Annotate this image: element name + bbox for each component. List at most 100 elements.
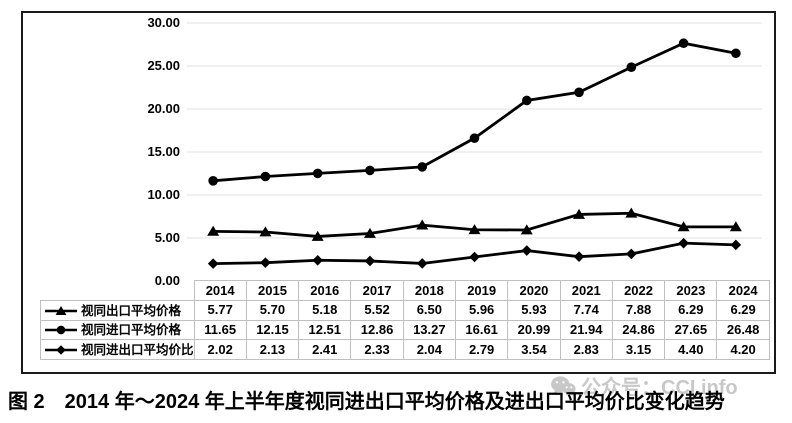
diamond-marker-icon	[730, 239, 742, 251]
value-cell: 5.77	[193, 300, 247, 321]
circle-marker-icon	[417, 162, 428, 172]
value-cell: 6.50	[402, 300, 457, 321]
year-header-cell: 2021	[559, 280, 613, 301]
chart-frame: 0.00 5.00 10.00 15.00 20.00 25.00 30.00 2014 20…	[21, 11, 776, 374]
triangle-marker-icon	[311, 230, 324, 241]
figure-caption: 图 2 2014 年～2024 年上半年度视同进出口平均价格及进出口平均价比变化…	[8, 391, 725, 413]
circle-marker-icon	[469, 133, 480, 143]
triangle-marker-icon	[729, 221, 742, 232]
table-row: 视同进口平均价格 11.65 12.15 12.51 12.86 13.27 16.61 20…	[40, 319, 770, 341]
value-cell: 12.15	[245, 319, 300, 341]
value-cell: 16.61	[454, 319, 509, 341]
year-header-cell: 2019	[454, 280, 509, 301]
series-legend-cell: 视同进出口平均价比	[40, 339, 195, 361]
circle-marker-icon	[312, 168, 323, 179]
year-header-cell: 2017	[350, 280, 404, 301]
series-legend-label: 视同出口平均价格	[81, 303, 182, 318]
data-table: 2014 2015 2016 2017 2018 2019 2020 2021 2022 2023…	[40, 280, 770, 361]
watermark-text: 公众号：CCI.info	[581, 377, 738, 399]
value-cell: 6.29	[716, 300, 770, 321]
value-cell: 3.15	[611, 339, 666, 361]
triangle-marker-icon	[363, 227, 376, 238]
value-cell: 27.65	[664, 319, 718, 341]
diamond-legend-marker-icon	[45, 345, 77, 355]
triangle-marker-icon	[259, 226, 272, 237]
y-axis-label: 30.00	[147, 15, 180, 30]
table-header-row: 2014 2015 2016 2017 2018 2019 2020 2021 2022 2023…	[41, 280, 770, 301]
year-header-cell: 2014	[193, 280, 247, 301]
value-cell: 4.40	[664, 339, 718, 361]
value-cell: 2.04	[402, 339, 457, 361]
value-cell: 7.88	[611, 300, 666, 321]
diamond-marker-icon	[678, 237, 689, 249]
y-axis-label: 15.00	[147, 144, 180, 159]
series-legend-cell: 视同进口平均价格	[40, 319, 195, 341]
value-cell: 2.13	[245, 339, 300, 361]
value-cell: 20.99	[507, 319, 561, 341]
y-axis-label: 5.00	[154, 230, 180, 245]
value-cell: 5.93	[507, 300, 561, 321]
diamond-marker-icon	[312, 254, 323, 266]
value-cell: 2.02	[193, 339, 247, 361]
value-cell: 21.94	[559, 319, 613, 341]
triangle-marker-icon	[416, 219, 429, 230]
year-header-cell: 2020	[507, 280, 561, 301]
year-header-cell: 2018	[402, 280, 457, 301]
y-axis-label: 20.00	[147, 101, 180, 116]
year-header-cell: 2022	[611, 280, 666, 301]
value-cell: 2.41	[298, 339, 352, 361]
y-axis-label: 25.00	[147, 58, 180, 73]
diamond-marker-icon	[573, 251, 585, 262]
value-cell: 7.74	[559, 300, 613, 321]
circle-marker-icon	[208, 176, 218, 186]
circle-marker-icon	[365, 165, 375, 176]
value-cell: 4.20	[716, 339, 770, 361]
value-cell: 13.27	[402, 319, 457, 341]
value-cell: 12.51	[298, 319, 352, 341]
value-cell: 5.70	[245, 300, 300, 321]
diamond-marker-icon	[364, 255, 376, 267]
value-cell: 5.52	[350, 300, 404, 321]
triangle-marker-icon	[207, 225, 220, 236]
value-cell: 12.86	[350, 319, 404, 341]
wechat-icon	[551, 375, 576, 397]
series-legend-label: 视同进口平均价格	[81, 323, 182, 338]
y-axis-label: 10.00	[147, 187, 180, 202]
value-cell: 2.79	[454, 339, 509, 361]
value-cell: 26.48	[716, 319, 770, 341]
triangle-marker-icon	[520, 224, 533, 235]
value-cell: 2.83	[559, 339, 613, 361]
circle-marker-icon	[260, 171, 271, 182]
value-cell: 11.65	[193, 319, 247, 341]
corner-cell	[41, 281, 195, 301]
value-cell: 5.96	[454, 300, 509, 321]
circle-marker-icon	[731, 48, 741, 59]
value-cell: 3.54	[507, 339, 561, 361]
triangle-legend-marker-icon	[45, 305, 77, 315]
diamond-marker-icon	[416, 258, 428, 269]
year-header-cell: 2015	[245, 280, 300, 301]
year-header-cell: 2016	[298, 280, 352, 301]
year-header-cell: 2024	[716, 280, 770, 301]
triangle-marker-icon	[573, 208, 586, 219]
diamond-marker-icon	[260, 257, 271, 268]
diamond-marker-icon	[521, 245, 533, 256]
diamond-marker-icon	[626, 248, 637, 260]
series-legend-cell: 视同出口平均价格	[40, 300, 195, 321]
triangle-marker-icon	[677, 221, 690, 232]
triangle-marker-icon	[468, 224, 481, 235]
value-cell: 24.86	[611, 319, 666, 341]
triangle-marker-icon	[625, 207, 638, 218]
circle-marker-icon	[574, 87, 584, 98]
diamond-marker-icon	[469, 251, 480, 263]
circle-marker-icon	[626, 62, 637, 73]
series-line-import-avg-price	[213, 41, 737, 183]
y-axis-label: 0.00	[154, 273, 180, 288]
circle-marker-icon	[678, 38, 689, 49]
year-header-cell: 2023	[664, 280, 718, 301]
line-chart-plot	[187, 22, 762, 269]
table-row: 视同进出口平均价比 2.02 2.13 2.41 2.33 2.04 2.79 3.54 2.8…	[40, 339, 770, 361]
table-row: 视同出口平均价格 5.77 5.70 5.18 5.52 6.50 5.96 5.93 7.74…	[40, 300, 770, 321]
diamond-marker-icon	[207, 258, 219, 269]
